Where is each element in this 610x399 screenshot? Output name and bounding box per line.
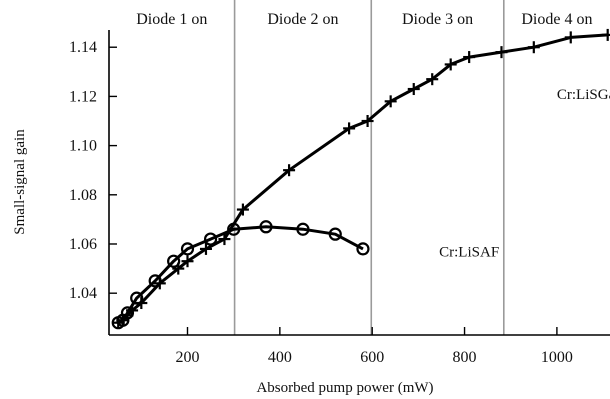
series-annotation-label: Cr:LiSGaF [557,87,610,103]
data-point-circle [203,232,218,246]
data-point-plus [236,203,249,216]
data-point-circle [356,242,370,256]
region-labels-layer: Diode 1 on Diode 2 on Diode 3 on Diode 4 on [136,11,592,28]
x-tick-label: 200 [175,349,199,366]
region-label: Diode 1 on [136,11,207,28]
y-axis-title: Small-signal gain [12,129,28,235]
y-ticks: 1.04 1.06 1.08 1.10 1.12 1.14 [69,39,117,302]
data-point-plus [218,233,231,246]
data-point-plus [343,122,356,135]
y-tick-label: 1.12 [69,88,97,105]
series-layer [111,28,610,330]
data-point-plus [283,164,296,177]
data-point-circle [180,242,195,256]
series-line [117,33,608,325]
data-point-plus [564,31,577,44]
x-tick-label: 800 [453,349,477,366]
y-tick-label: 1.10 [69,138,97,155]
x-tick-label: 400 [268,349,292,366]
data-point-plus [601,28,610,41]
region-label: Diode 3 on [402,11,473,28]
y-tick-label: 1.08 [69,187,97,204]
data-point-circle [328,227,342,241]
region-label: Diode 2 on [267,11,338,28]
data-point-circle [130,291,144,305]
x-axis-title: Absorbed pump power (mW) [256,380,433,396]
data-point-plus [407,83,420,96]
data-point-plus [384,95,397,108]
dividers-layer [233,0,505,335]
data-point-circle [259,220,273,234]
data-point-circle [296,222,310,236]
y-tick-label: 1.14 [69,39,97,56]
x-tick-label: 600 [360,349,384,366]
data-point-plus [181,255,194,268]
x-tick-label: 1000 [541,349,573,366]
data-point-plus [444,58,457,71]
x-ticks: 200 400 600 800 1000 [175,327,573,366]
series-line [117,225,364,325]
annotations-layer: Cr:LiSGaF Cr:LiSAF [439,87,610,260]
data-point-plus [361,115,374,128]
region-label: Diode 4 on [521,11,592,28]
data-point-plus [527,41,540,54]
y-tick-label: 1.06 [69,236,97,253]
data-point-plus [495,46,508,59]
axes [108,30,610,336]
data-point-circle [148,274,162,288]
data-point-circle [167,254,181,268]
data-point-circle [227,222,241,236]
series-cr-lisaf [111,220,370,330]
data-point-circle [120,306,135,320]
series-annotation-label: Cr:LiSAF [439,244,499,260]
y-tick-label: 1.04 [69,285,97,302]
series-cr-lisgaf [112,28,610,329]
data-point-plus [463,51,476,64]
data-point-plus [426,73,439,86]
data-point-plus [199,242,212,255]
